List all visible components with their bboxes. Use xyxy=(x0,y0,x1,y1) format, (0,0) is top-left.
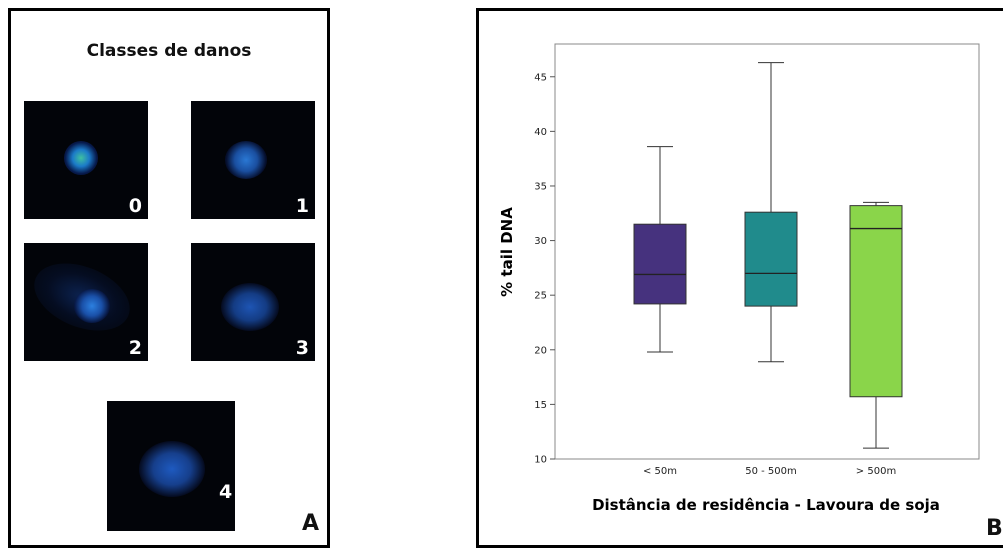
box-series xyxy=(633,62,903,449)
boxplot-chart: 10 15 20 25 30 35 40 45 < 50m 50 - 500m > 500m % … xyxy=(498,43,980,514)
box-2 xyxy=(744,62,798,363)
panel-b-letter: B xyxy=(986,516,1003,541)
y-tick-label: 45 xyxy=(534,72,547,83)
x-tick-label: 50 - 500m xyxy=(745,466,797,477)
comet-class-label: 3 xyxy=(295,337,309,359)
panel-b-boxplot: 10 15 20 25 30 35 40 45 < 50m 50 - 500m > 500m % … xyxy=(476,8,1003,548)
iqr-box xyxy=(849,205,903,398)
comet-image-class-3: 3 xyxy=(191,243,315,361)
box-3 xyxy=(849,201,903,449)
comet-class-label: 0 xyxy=(128,195,142,217)
comet-class-label: 2 xyxy=(128,337,142,359)
x-axis-label: Distância de residência - Lavoura de soj… xyxy=(592,496,940,514)
comet-class-label: 1 xyxy=(295,195,309,217)
y-tick-label: 30 xyxy=(534,236,547,247)
y-axis: 10 15 20 25 30 35 40 45 xyxy=(534,72,555,466)
panel-a-title: Classes de danos xyxy=(86,41,252,61)
y-tick-label: 35 xyxy=(534,181,547,192)
x-tick-label: > 500m xyxy=(856,466,896,477)
comet-class-label: 4 xyxy=(219,481,233,503)
iqr-box xyxy=(633,223,687,305)
plot-frame xyxy=(554,43,980,460)
comet-image-class-2: 2 xyxy=(24,243,148,361)
x-tick-label: < 50m xyxy=(643,466,677,477)
y-tick-label: 15 xyxy=(534,400,547,411)
comet-image-class-4: 4 xyxy=(107,401,235,531)
panel-a-comet-classes: Classes de danos 0 1 2 3 4 A xyxy=(8,8,330,548)
y-axis-label: % tail DNA xyxy=(498,207,516,297)
box-1 xyxy=(633,146,687,353)
x-axis: < 50m 50 - 500m > 500m xyxy=(643,466,896,477)
comet-image-class-0: 0 xyxy=(24,101,148,219)
panel-a-letter: A xyxy=(302,511,320,536)
y-tick-label: 25 xyxy=(534,291,547,302)
comet-image-class-1: 1 xyxy=(191,101,315,219)
iqr-box xyxy=(744,211,798,307)
y-tick-label: 20 xyxy=(534,345,547,356)
y-tick-label: 10 xyxy=(534,455,547,466)
y-tick-label: 40 xyxy=(534,127,547,138)
